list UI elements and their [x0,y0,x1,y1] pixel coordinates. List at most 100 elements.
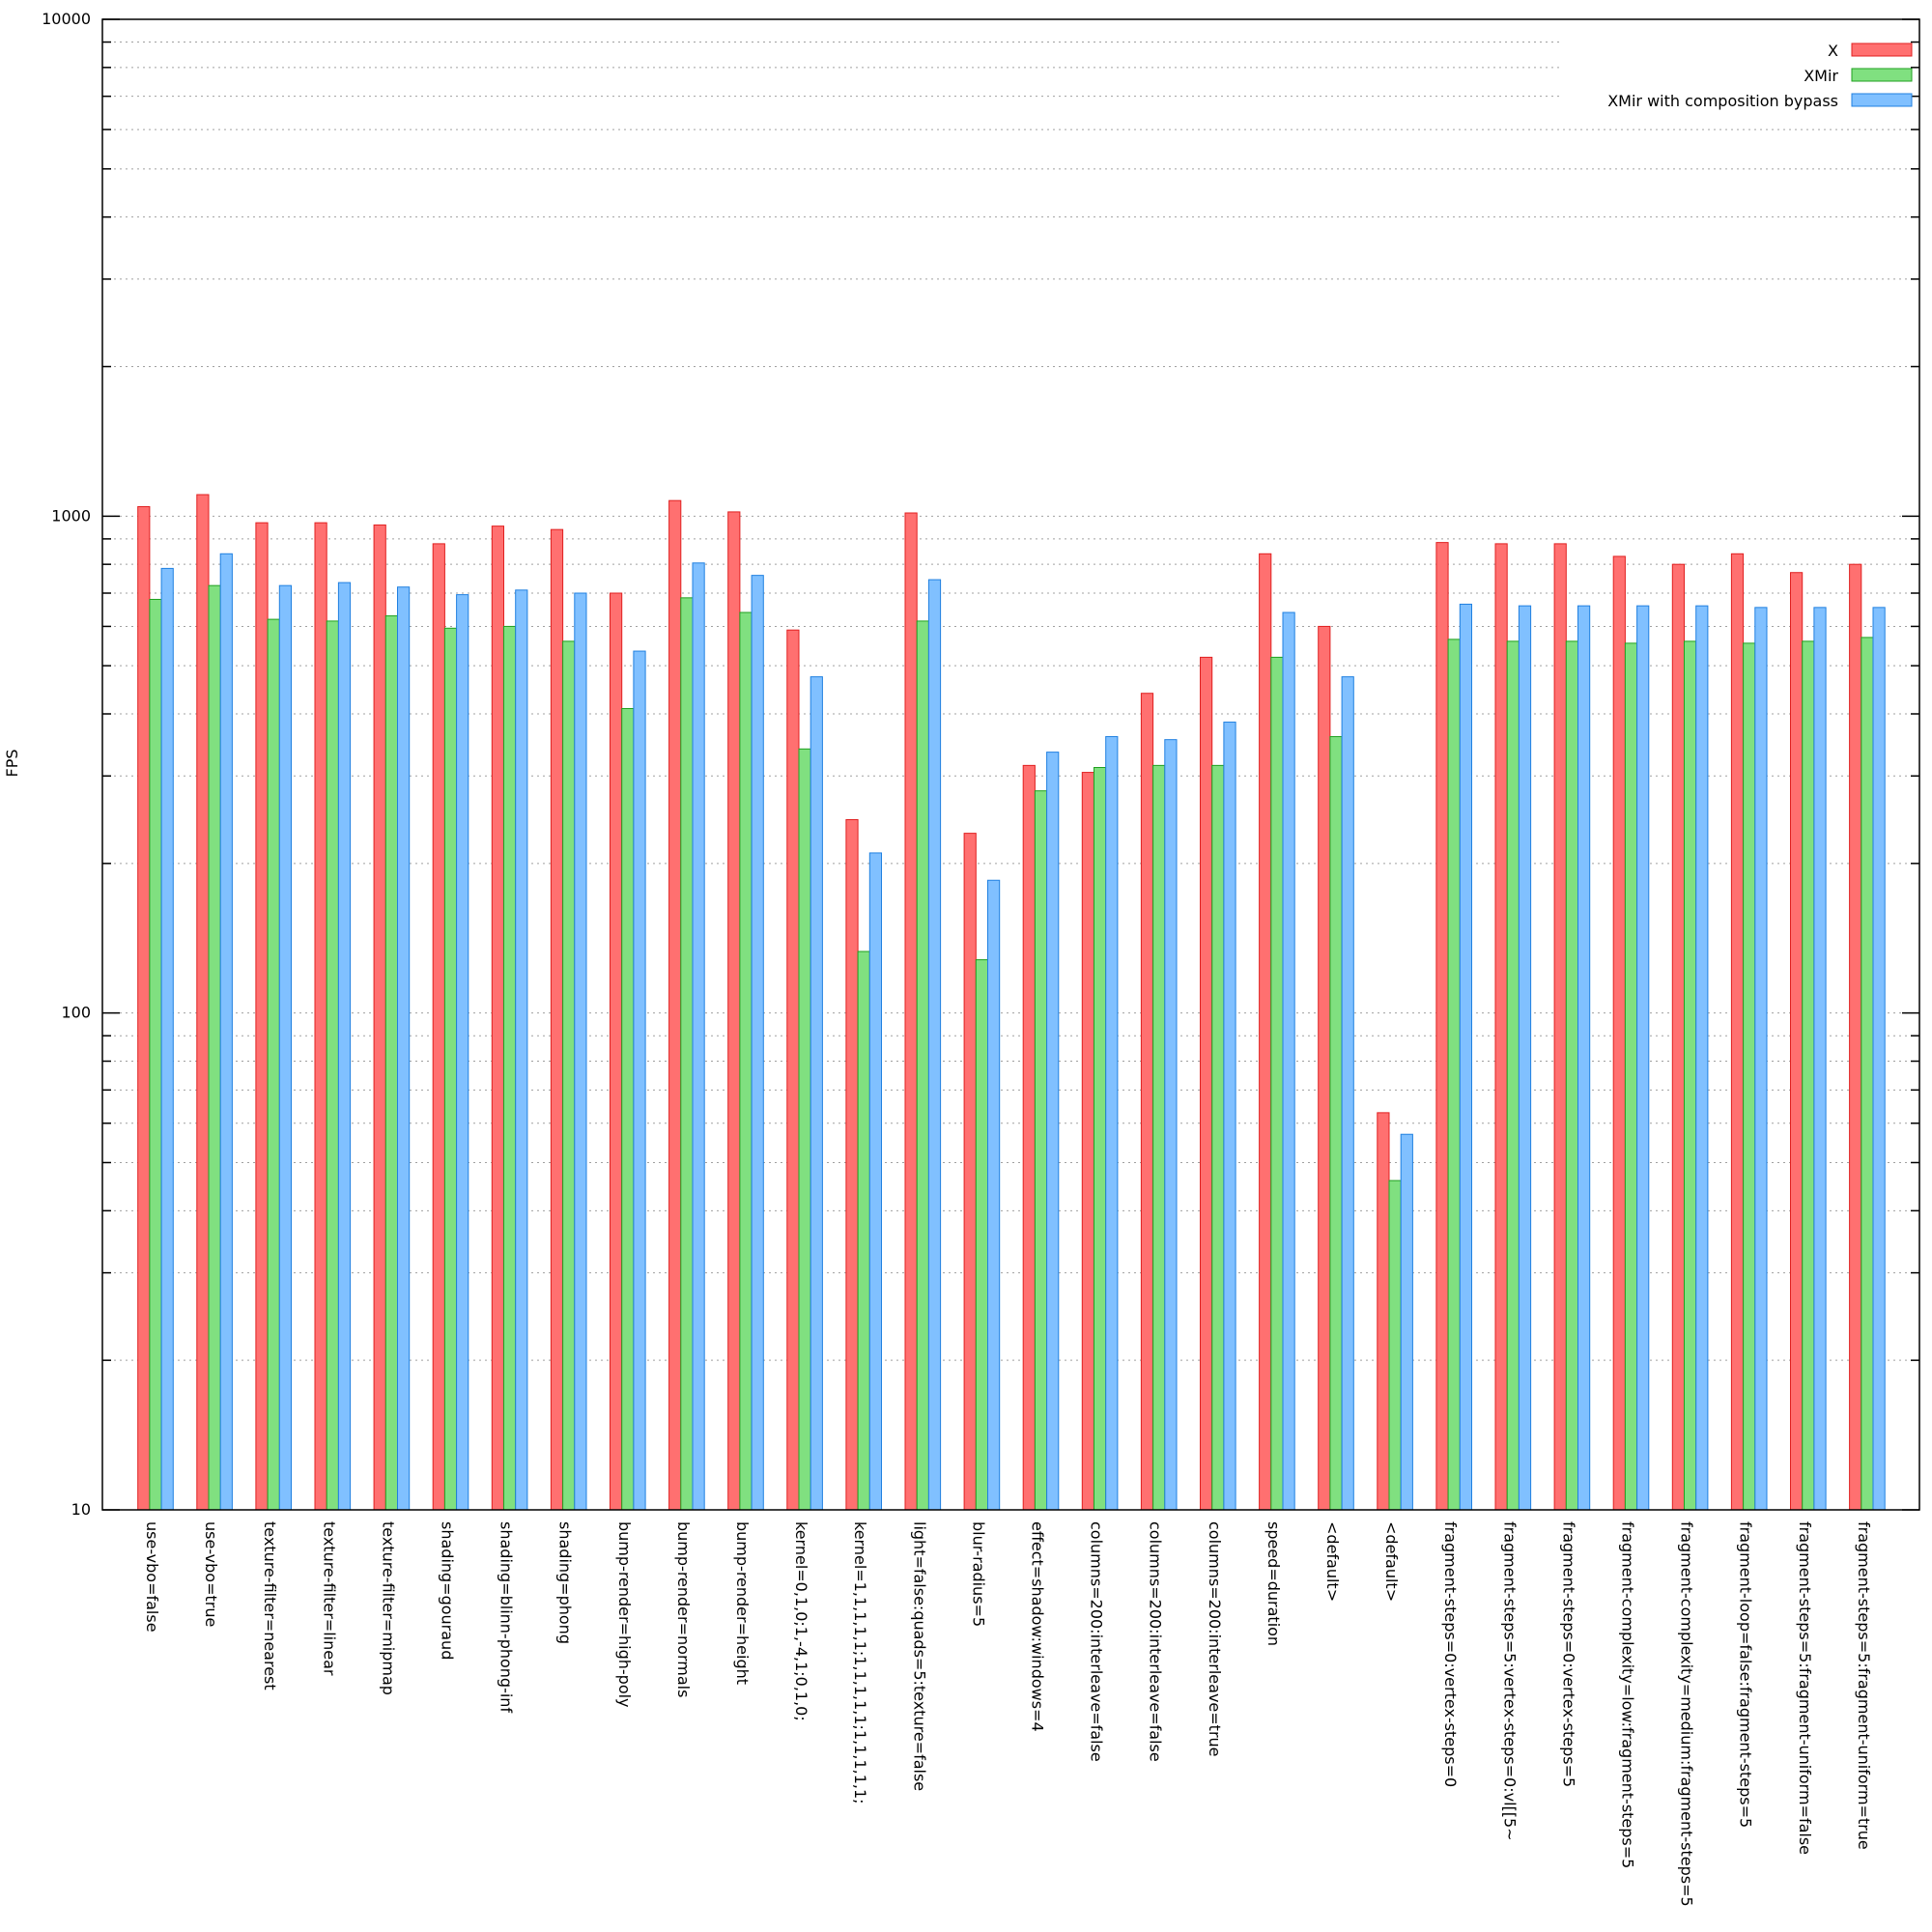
bar [692,562,705,1511]
bar [1034,790,1048,1511]
bar [727,511,741,1511]
x-category-label: <default> [1323,1521,1342,1602]
bar [196,494,210,1511]
bar [751,575,764,1511]
bar [491,526,504,1511]
x-category-label: fragment-complexity=medium:fragment-step… [1678,1521,1696,1907]
legend-swatch [1851,93,1913,107]
x-category-label: blur-radius=5 [969,1521,987,1627]
bar [149,598,162,1511]
x-category-label: shading=blinn-phong-inf [497,1521,516,1713]
bar [1494,543,1508,1511]
bar [337,582,352,1511]
bar [137,506,151,1511]
bar [1105,736,1119,1511]
bar [562,640,576,1511]
bar [1164,739,1178,1511]
legend-label: X [1828,42,1838,60]
bar [443,627,458,1511]
x-category-label: kernel=1,1,1,1,1;1,1,1,1,1;1,1,1,1,1; [851,1521,869,1804]
bar [845,819,859,1511]
bar [278,584,292,1511]
x-category-label: columns=200:interleave=false [1088,1521,1106,1762]
x-category-label: bump-render=high-poly [615,1521,634,1708]
bar [1046,752,1060,1511]
bar [1636,605,1650,1511]
bar [916,620,929,1511]
y-tick-label: 10000 [42,10,91,28]
bar [1684,640,1697,1511]
bar [1329,736,1343,1511]
bar [397,586,411,1511]
y-tick-label: 1000 [51,506,91,525]
bar [208,584,221,1511]
bar [373,524,386,1511]
bar [963,833,977,1511]
bar [160,567,174,1511]
x-category-label: bump-render=normals [674,1521,693,1697]
legend: X XMir XMir with composition bypass [1607,42,1913,110]
x-axis-category-labels: use-vbo=false use-vbo=true texture-filter=… [143,1521,1873,1907]
bar [1577,605,1591,1511]
bar [314,522,327,1511]
bar [621,707,635,1511]
x-category-label: columns=200:interleave=false [1147,1521,1165,1762]
x-category-label: fragment-complexity=low:fragment-steps=5 [1619,1521,1637,1868]
bar [1211,764,1225,1511]
x-category-label: fragment-steps=0:vertex-steps=5 [1559,1521,1577,1787]
bar [1754,607,1768,1511]
bar [1861,637,1874,1511]
bar [384,615,398,1511]
bar [927,579,942,1511]
bar [1553,543,1567,1511]
bar [456,594,469,1511]
bar [987,879,1001,1511]
bar [1223,722,1236,1511]
x-category-label: effect=shadow:windows=4 [1029,1521,1047,1732]
bar [326,620,339,1511]
bar [1813,607,1827,1511]
bar [1624,642,1638,1511]
x-category-label: fragment-steps=0:vertex-steps=0 [1441,1521,1460,1787]
bar [868,852,882,1511]
x-category-label: columns=200:interleave=true [1206,1521,1224,1757]
bar [550,528,564,1511]
bar [610,592,623,1511]
legend-label: XMir with composition bypass [1607,92,1838,110]
bar [1388,1179,1402,1511]
bar [668,499,682,1511]
bar [432,543,445,1511]
bar [1094,767,1107,1511]
bar [1743,642,1756,1511]
y-axis: 10 100 1000 10000 [42,10,1920,1519]
legend-swatch [1851,43,1913,57]
x-category-label: light=false:quads=5:texture=false [910,1521,928,1791]
bar [1140,693,1154,1511]
bar [574,592,587,1511]
x-category-label: texture-filter=nearest [261,1521,279,1690]
bar [1695,605,1709,1511]
y-tick-label: 100 [61,1004,91,1022]
bar [1341,676,1354,1511]
bar [1730,553,1745,1511]
bar [1318,625,1331,1511]
bar [1872,607,1886,1511]
x-category-label: fragment-steps=5:vertex-steps=0:vl[[5~ [1500,1521,1519,1841]
plot-frame [101,18,1920,1511]
bar [1400,1133,1413,1511]
bar [1152,764,1166,1511]
bar [1282,611,1295,1511]
x-category-label: texture-filter=mipmap [379,1521,397,1695]
x-category-label: fragment-loop=false:fragment-steps=5 [1737,1521,1755,1828]
bar [503,625,517,1511]
bar [1377,1112,1390,1511]
bar [1671,563,1686,1511]
bar [633,650,646,1511]
bar [1435,542,1449,1511]
bar [1802,640,1815,1511]
bar [1565,640,1579,1511]
x-category-label: shading=gouraud [439,1521,457,1660]
bar [1518,605,1532,1511]
x-category-label: use-vbo=true [202,1521,220,1627]
